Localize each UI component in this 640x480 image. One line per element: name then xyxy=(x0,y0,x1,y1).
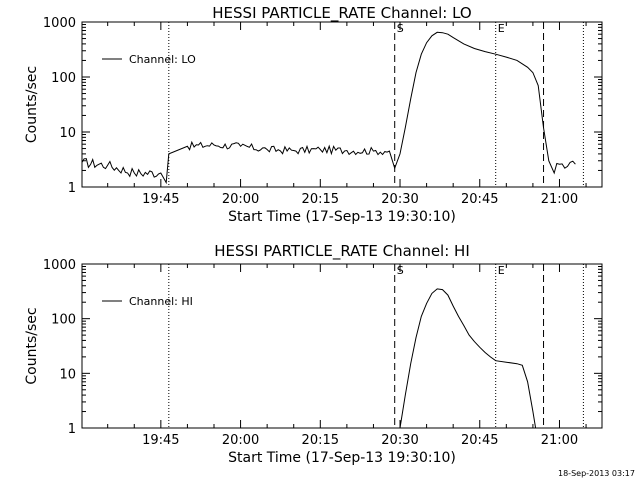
y-tick-label: 1 xyxy=(68,181,76,196)
y-axis-label: Counts/sec xyxy=(24,66,40,143)
chart-panel-hi: HESSI PARTICLE_RATE Channel: HI 19:45 20:0… xyxy=(24,242,603,466)
y-tick-label: 1000 xyxy=(43,258,76,273)
y-tick-label: 1 xyxy=(68,422,76,437)
y-axis-label: Counts/sec xyxy=(24,307,40,384)
event-marker-label: S xyxy=(397,22,404,35)
x-tick-label: 21:00 xyxy=(541,433,578,448)
x-tick-label: 20:45 xyxy=(461,192,498,207)
x-axis-label: Start Time (17-Sep-13 19:30:10) xyxy=(228,450,456,466)
x-tick-label: 20:00 xyxy=(222,192,259,207)
legend-label: Channel: HI xyxy=(129,295,193,308)
y-tick-label: 1000 xyxy=(43,16,76,31)
chart-title: HESSI PARTICLE_RATE Channel: HI xyxy=(214,242,470,261)
event-marker-label: S xyxy=(397,264,404,277)
chart-panel-lo: HESSI PARTICLE_RATE Channel: LO 19:45 20:0… xyxy=(24,4,603,225)
event-marker-label: E xyxy=(498,22,505,35)
y-tick-label: 10 xyxy=(59,126,76,141)
x-tick-label: 19:45 xyxy=(142,192,179,207)
x-tick-label: 20:30 xyxy=(381,192,418,207)
plot-frame xyxy=(81,263,603,429)
x-tick-label: 20:15 xyxy=(302,192,339,207)
x-tick-label: 20:00 xyxy=(222,433,259,448)
x-tick-label: 20:30 xyxy=(381,433,418,448)
series-line-lo xyxy=(81,31,576,185)
footer-timestamp: 18-Sep-2013 03:17 xyxy=(558,469,635,478)
y-tick-label: 100 xyxy=(51,71,76,86)
event-marker-label: E xyxy=(498,264,505,277)
x-tick-label: 20:45 xyxy=(461,433,498,448)
legend-label: Channel: LO xyxy=(129,53,196,66)
x-tick-label: 20:15 xyxy=(302,433,339,448)
y-tick-label: 10 xyxy=(59,367,76,382)
x-tick-label: 21:00 xyxy=(541,192,578,207)
x-tick-label: 19:45 xyxy=(142,433,179,448)
x-axis-label: Start Time (17-Sep-13 19:30:10) xyxy=(228,209,456,225)
series-line-hi xyxy=(399,288,537,429)
plot-frame xyxy=(81,21,603,188)
y-tick-label: 100 xyxy=(51,313,76,328)
chart-title: HESSI PARTICLE_RATE Channel: LO xyxy=(212,4,471,23)
